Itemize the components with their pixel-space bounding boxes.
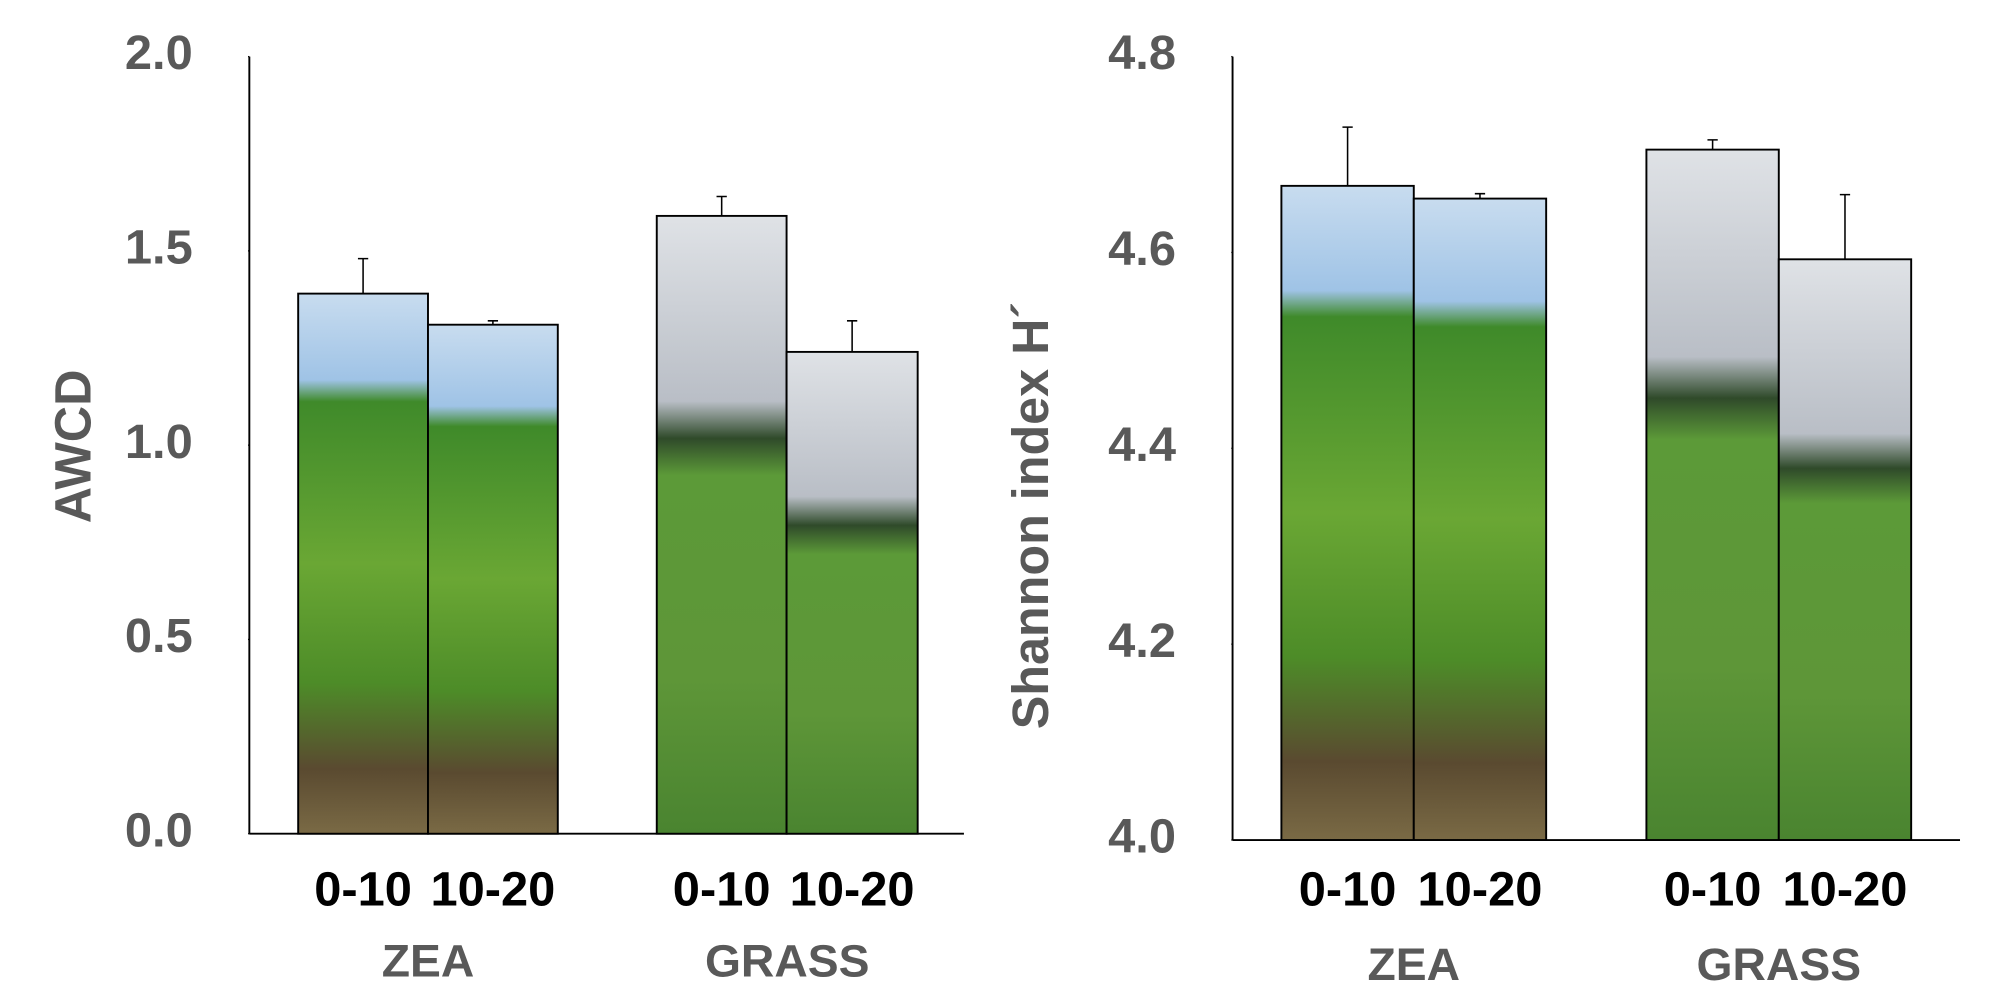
bar — [657, 216, 787, 834]
x-tick-label: 0-10 — [673, 863, 771, 916]
error-bar — [1707, 140, 1717, 150]
error-bar — [717, 196, 727, 215]
y-tick-label: 4.4 — [1108, 418, 1176, 471]
x-tick-label: 0-10 — [1664, 863, 1762, 916]
bar — [787, 352, 918, 834]
x-tick-label: 10-20 — [1418, 863, 1543, 916]
error-bar — [1840, 195, 1850, 260]
bar — [1779, 259, 1911, 840]
error-bar — [847, 321, 857, 352]
y-tick-label: 2.0 — [125, 27, 193, 80]
y-axis-label: AWCD — [44, 370, 102, 524]
x-tick-label: 10-20 — [430, 863, 555, 916]
group-label: GRASS — [1697, 940, 1862, 990]
y-tick-label: 0.0 — [125, 804, 193, 857]
x-tick-label: 10-20 — [1783, 863, 1908, 916]
bar — [1281, 186, 1413, 840]
x-tick-label: 0-10 — [314, 863, 412, 916]
bar — [428, 325, 558, 834]
figure: 0.0 0.5 1.0 1.5 2.0 AWCD 0-10 10-20 0-10 10-20 ZEA… — [0, 0, 1996, 1006]
y-tick-label: 4.8 — [1108, 27, 1176, 80]
bar — [1646, 150, 1778, 840]
y-tick-label: 1.5 — [125, 221, 193, 274]
bar — [298, 294, 428, 834]
y-tick-label: 4.2 — [1108, 614, 1176, 667]
x-tick-label: 0-10 — [1299, 863, 1397, 916]
y-tick-label: 4.0 — [1108, 810, 1176, 863]
group-label: ZEA — [1368, 940, 1461, 990]
y-tick-label: 4.6 — [1108, 223, 1176, 276]
y-tick-label: 1.0 — [125, 415, 193, 468]
group-label: GRASS — [705, 936, 870, 986]
bar — [1414, 199, 1546, 840]
group-label: ZEA — [382, 936, 475, 986]
y-tick-label: 0.5 — [125, 610, 193, 663]
x-tick-label: 10-20 — [790, 863, 915, 916]
error-bar — [358, 259, 368, 294]
error-bar — [1342, 127, 1352, 186]
y-axis-label: Shannon index H´ — [1002, 302, 1060, 729]
